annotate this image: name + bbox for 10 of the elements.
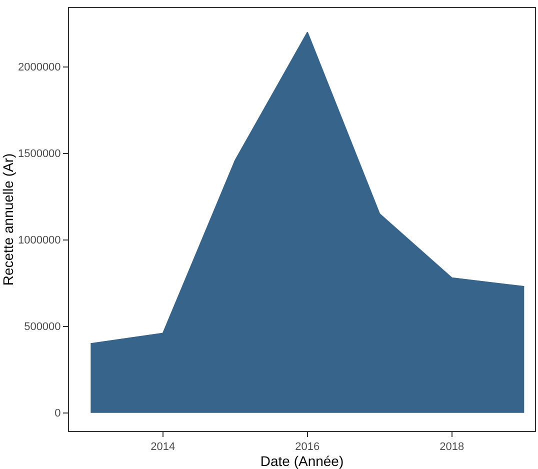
y-tick-label: 1000000 <box>18 234 61 247</box>
y-tick-label: 500000 <box>24 321 61 334</box>
x-tick-label: 2016 <box>295 441 320 454</box>
y-axis-title: Recette annuelle (Ar) <box>0 153 16 286</box>
y-tick-label: 1500000 <box>18 148 61 160</box>
y-tick-label: 2000000 <box>18 62 61 74</box>
y-tick-label: 0 <box>54 408 61 420</box>
x-tick-label: 2014 <box>150 441 176 454</box>
x-axis-title: Date (Année) <box>260 453 344 469</box>
x-tick-label: 2018 <box>440 441 464 454</box>
